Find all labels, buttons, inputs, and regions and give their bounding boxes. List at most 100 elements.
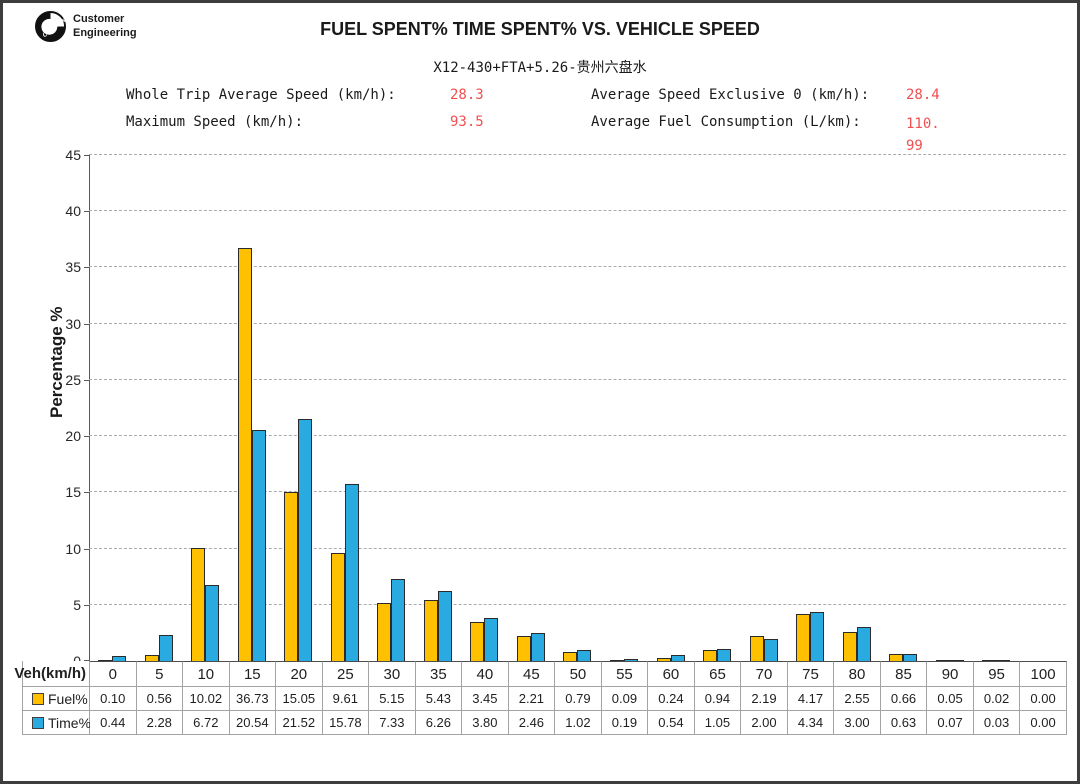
legend-fuel: Fuel% [23, 687, 90, 711]
table-cell-fuel-55: 0.09 [601, 687, 649, 711]
table-header-85: 85 [880, 661, 928, 687]
bar-time-30 [391, 578, 406, 661]
bar-group-65 [694, 155, 741, 661]
y-tick-label-10: 10 [65, 540, 81, 557]
bar-time-35 [437, 590, 452, 661]
y-tick-label-25: 25 [65, 371, 81, 388]
table-header-55: 55 [601, 661, 649, 687]
bar-fuel-20 [284, 491, 299, 661]
table-cell-fuel-90: 0.05 [927, 687, 974, 711]
gridline-5 [89, 603, 1066, 605]
table-header-35: 35 [415, 661, 463, 687]
table-header-80: 80 [834, 661, 881, 687]
table-cell-time-25: 15.78 [322, 711, 370, 735]
bar-fuel-40 [470, 622, 485, 661]
table-header-40: 40 [462, 661, 509, 687]
cummins-logo-icon: Cummins [35, 11, 66, 42]
table-cell-fuel-65: 0.94 [694, 687, 742, 711]
gridline-30 [89, 322, 1066, 324]
page-subtitle: X12-430+FTA+5.26-贵州六盘水 [433, 60, 647, 76]
bar-time-95 [996, 660, 1011, 661]
y-axis-line [89, 155, 90, 661]
legend-time: Time% [23, 711, 92, 735]
bar-group-85 [880, 155, 927, 661]
table-cell-fuel-80: 2.55 [834, 687, 881, 711]
bar-fuel-45 [516, 636, 531, 661]
stat-value-avg-speed-exclusive-0: 28.4 [906, 87, 940, 103]
bar-fuel-35 [423, 599, 438, 661]
legend-label-fuel: Fuel% [48, 690, 88, 707]
bar-group-40 [461, 155, 508, 661]
bar-time-55 [624, 658, 638, 661]
stat-label-avg-fuel-consumption: Average Fuel Consumption (L/km): [591, 114, 861, 130]
page-title: FUEL SPENT% TIME SPENT% VS. VEHICLE SPEE… [320, 19, 760, 39]
table-cell-time-50: 1.02 [555, 711, 602, 735]
bar-fuel-15 [237, 248, 252, 661]
bar-group-80 [833, 155, 880, 661]
bar-group-10 [182, 155, 229, 661]
bar-time-25 [344, 483, 359, 661]
table-cell-time-85: 0.63 [880, 711, 928, 735]
y-tick-20 [84, 436, 89, 438]
y-tick-label-45: 45 [65, 147, 81, 163]
y-tick-label-35: 35 [65, 259, 81, 276]
table-header-65: 65 [694, 661, 742, 687]
bar-time-65 [717, 649, 732, 661]
y-tick-label-20: 20 [65, 428, 81, 445]
gridline-40 [89, 210, 1066, 212]
table-header-30: 30 [369, 661, 416, 687]
table-header-10: 10 [183, 661, 230, 687]
bar-group-20 [275, 155, 322, 661]
bar-fuel-10 [191, 548, 206, 661]
table-header-25: 25 [322, 661, 370, 687]
bar-fuel-55 [610, 660, 624, 661]
y-tick-15 [84, 492, 89, 494]
bar-group-0 [89, 155, 136, 661]
bar-time-0 [112, 656, 127, 661]
bar-time-75 [810, 612, 825, 661]
bar-fuel-0 [98, 659, 113, 661]
bar-group-50 [554, 155, 601, 661]
bar-fuel-75 [796, 614, 811, 661]
logo-text-line1: Customer [73, 12, 125, 25]
bar-group-35 [415, 155, 462, 661]
table-cell-fuel-45: 2.21 [508, 687, 556, 711]
bar-time-70 [763, 638, 778, 661]
bar-fuel-30 [377, 603, 392, 661]
y-tick-30 [84, 323, 89, 325]
table-corner-label: Veh(km/h) [14, 661, 90, 687]
bar-group-95 [973, 155, 1020, 661]
bar-fuel-25 [330, 552, 345, 661]
bar-fuel-70 [749, 636, 764, 661]
table-cell-time-45: 2.46 [508, 711, 556, 735]
y-tick-35 [84, 267, 89, 269]
table-cell-time-65: 1.05 [694, 711, 742, 735]
bar-group-30 [368, 155, 415, 661]
table-cell-time-20: 21.52 [276, 711, 323, 735]
data-table: Veh(km/h) 0 5 10 15 20 25 30 35 40 45 50 55 60 65 70 75 8… [14, 661, 1067, 735]
y-tick-5 [84, 604, 89, 606]
bar-time-15 [251, 430, 266, 661]
table-cell-time-40: 3.80 [462, 711, 509, 735]
table-cell-time-5: 2.28 [136, 711, 184, 735]
table-header-45: 45 [508, 661, 556, 687]
bar-fuel-65 [703, 650, 718, 661]
legend-label-time: Time% [48, 714, 92, 731]
table-cell-fuel-5: 0.56 [136, 687, 184, 711]
table-cell-time-0: 0.44 [90, 711, 137, 735]
table-cell-fuel-0: 0.10 [90, 687, 137, 711]
table-cell-time-70: 2.00 [741, 711, 788, 735]
table-cell-time-80: 3.00 [834, 711, 881, 735]
table-header-5: 5 [136, 661, 184, 687]
bar-fuel-85 [889, 653, 904, 661]
table-cell-time-60: 0.54 [648, 711, 695, 735]
y-tick-label-30: 30 [65, 315, 81, 332]
stat-label-whole-trip-avg-speed: Whole Trip Average Speed (km/h): [126, 87, 396, 103]
table-cell-fuel-100: 0.00 [1020, 687, 1067, 711]
gridline-15 [89, 491, 1066, 493]
y-tick-label-5: 5 [73, 596, 81, 613]
bar-group-45 [508, 155, 555, 661]
table-cell-time-15: 20.54 [229, 711, 277, 735]
